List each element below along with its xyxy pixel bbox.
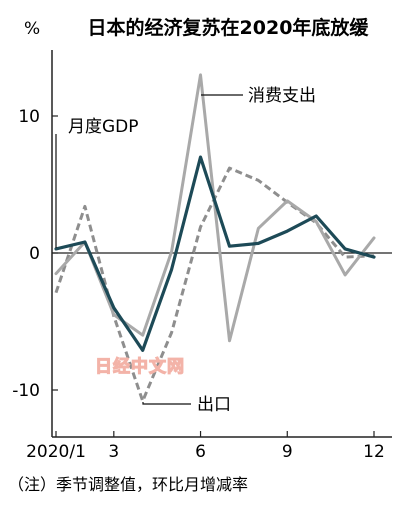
chart-note: （注）季节调整值，环比月增减率 <box>8 475 248 494</box>
annotation-exports: 出口 <box>197 395 231 415</box>
tick-labels: 10 0 -10 2020/1 3 6 9 12 <box>12 107 385 462</box>
x-tick-label: 2020/1 <box>26 442 86 462</box>
x-tick-label: 9 <box>282 442 293 462</box>
annotation-consumption: 消费支出 <box>248 86 316 106</box>
chart-title: 日本的经济复苏在2020年底放缓 <box>88 16 370 39</box>
watermark: 日经中文网 <box>95 356 185 377</box>
x-tick-label: 12 <box>363 442 385 462</box>
series-line-consumption <box>54 73 376 343</box>
y-tick-label: 0 <box>29 244 40 264</box>
y-tick-label: 10 <box>18 107 40 127</box>
x-tick-label: 3 <box>108 442 119 462</box>
y-tick-label: -10 <box>12 381 40 401</box>
annotation-gdp: 月度GDP <box>68 117 139 137</box>
x-tick-label: 6 <box>195 442 206 462</box>
exports-leader-line <box>142 402 191 405</box>
series-lines <box>54 73 376 403</box>
unit-label: % <box>24 19 40 39</box>
axes <box>51 50 392 438</box>
series-line-gdp <box>54 155 376 352</box>
